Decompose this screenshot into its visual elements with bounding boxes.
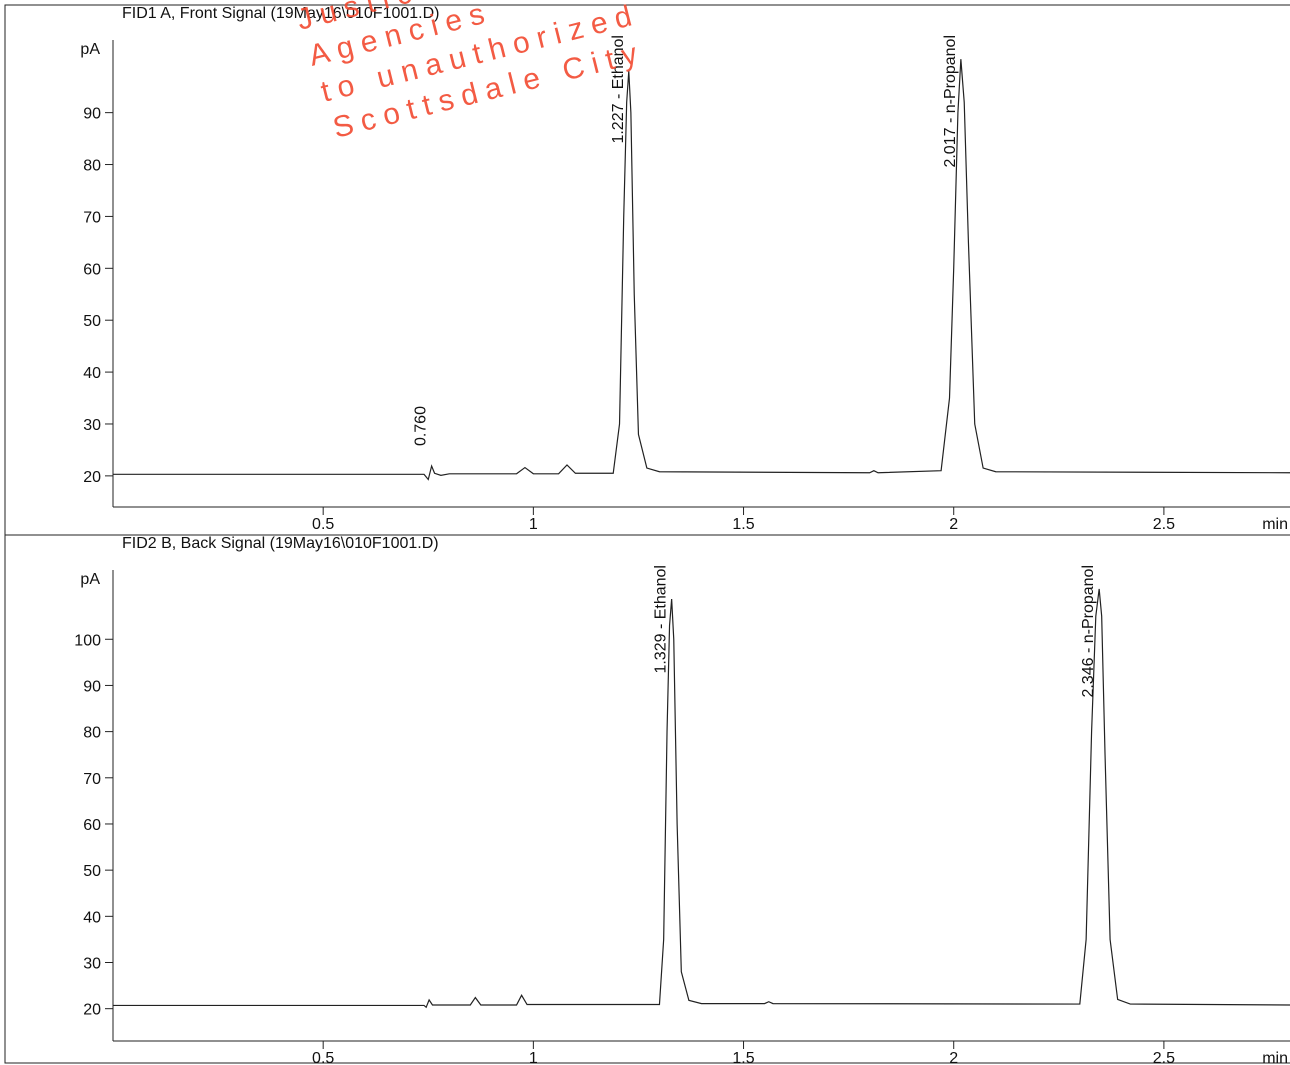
peak-label: 2.346 - n-Propanol bbox=[1080, 565, 1097, 698]
panel-frame bbox=[4, 534, 1290, 1064]
y-tick-label: 40 bbox=[83, 909, 101, 926]
x-tick-label: 2 bbox=[949, 1050, 958, 1065]
y-tick-label: 80 bbox=[83, 158, 101, 175]
panel-title: FID1 A, Front Signal (19May16\010F1001.D… bbox=[122, 5, 440, 22]
y-tick-label: 100 bbox=[74, 632, 101, 649]
y-tick-label: 40 bbox=[83, 365, 101, 382]
y-tick-label: 20 bbox=[83, 1002, 101, 1019]
y-tick-label: 30 bbox=[83, 417, 101, 434]
x-tick-label: 1 bbox=[529, 516, 538, 533]
signal-trace bbox=[113, 588, 1290, 1009]
y-tick-label: 50 bbox=[83, 313, 101, 330]
y-tick-label: 30 bbox=[83, 956, 101, 973]
x-unit: min bbox=[1262, 516, 1288, 533]
y-tick-label: 90 bbox=[83, 106, 101, 123]
y-unit: pA bbox=[80, 41, 100, 58]
x-tick-label: 1.5 bbox=[732, 516, 754, 533]
peak-label: 1.227 - Ethanol bbox=[610, 35, 627, 144]
y-tick-label: 50 bbox=[83, 863, 101, 880]
y-tick-label: 70 bbox=[83, 771, 101, 788]
x-tick-label: 0.5 bbox=[312, 1050, 334, 1065]
y-tick-label: 60 bbox=[83, 817, 101, 834]
y-tick-label: 90 bbox=[83, 678, 101, 695]
x-unit: min bbox=[1262, 1050, 1288, 1065]
y-tick-label: 60 bbox=[83, 261, 101, 278]
panel-title: FID2 B, Back Signal (19May16\010F1001.D) bbox=[122, 535, 439, 552]
x-tick-label: 1 bbox=[529, 1050, 538, 1065]
x-tick-label: 2.5 bbox=[1153, 516, 1175, 533]
signal-trace bbox=[113, 59, 1290, 481]
y-tick-label: 70 bbox=[83, 209, 101, 226]
x-tick-label: 2 bbox=[949, 516, 958, 533]
x-tick-label: 0.5 bbox=[312, 516, 334, 533]
x-tick-label: 1.5 bbox=[732, 1050, 754, 1065]
panel-frame bbox=[4, 4, 1290, 536]
peak-label: 2.017 - n-Propanol bbox=[942, 35, 959, 168]
y-tick-label: 80 bbox=[83, 725, 101, 742]
peak-label: 0.760 bbox=[413, 406, 430, 446]
peak-label: 1.329 - Ethanol bbox=[653, 565, 670, 674]
y-tick-label: 20 bbox=[83, 469, 101, 486]
x-tick-label: 2.5 bbox=[1153, 1050, 1175, 1065]
y-unit: pA bbox=[80, 571, 100, 588]
